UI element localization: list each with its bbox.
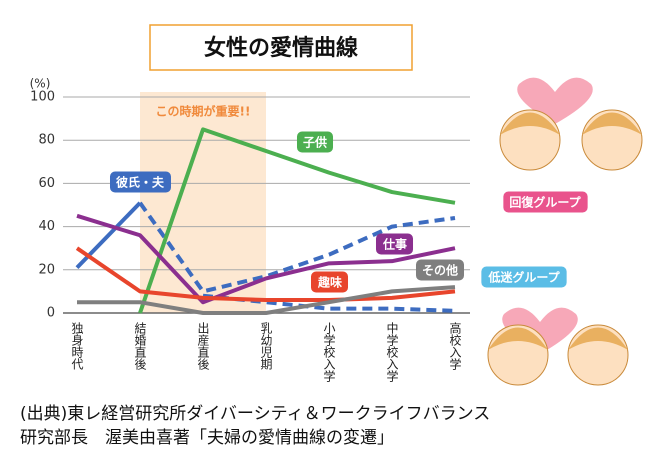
x-tick-label: 独身時代 <box>70 322 84 371</box>
x-tick-label: 高校入学 <box>448 321 462 370</box>
y-tick-label: 100 <box>30 90 55 105</box>
series-label-box <box>310 271 349 293</box>
y-tick-label: 80 <box>38 133 55 148</box>
series-line <box>75 201 142 270</box>
source-note: (出典)東レ経営研究所ダイバーシティ＆ワークライフバランス <box>20 404 490 424</box>
series-label-box <box>375 233 414 255</box>
annotation: この時期が重要!! <box>156 104 251 119</box>
series-label-box <box>296 131 334 153</box>
illustration-happy <box>499 77 643 171</box>
chart-title: 女性の愛情曲線 <box>204 35 358 61</box>
series-label: 趣味 <box>317 275 342 290</box>
y-tick-label: 40 <box>38 219 55 234</box>
series-label: その他 <box>422 263 458 278</box>
series-label: 子供 <box>303 135 327 150</box>
series-line <box>76 213 456 305</box>
x-tick-label: 結婚直後 <box>133 322 147 370</box>
series-label: 彼氏・夫 <box>116 175 165 190</box>
y-unit: (%) <box>30 77 51 91</box>
title-box <box>149 24 413 71</box>
series-label-box <box>109 171 171 193</box>
y-tick-label: 60 <box>38 176 55 191</box>
series-line <box>75 246 456 303</box>
series-line <box>77 285 456 315</box>
x-tick-label: 中学校入学 <box>385 321 399 382</box>
y-tick-label: 0 <box>47 306 55 321</box>
series-label-box <box>481 266 567 288</box>
series-line <box>138 127 456 314</box>
series-line <box>202 293 456 313</box>
series-label: 低迷グループ <box>487 270 560 285</box>
illustration-sad <box>487 307 629 386</box>
x-tick-label: 出産直後 <box>196 322 210 370</box>
series-label: 回復グループ <box>509 195 581 210</box>
y-tick-label: 20 <box>38 262 55 277</box>
x-tick-label: 小学校入学 <box>322 322 336 382</box>
series-label: 仕事 <box>382 237 407 252</box>
series-label-box <box>415 259 465 281</box>
x-tick-label: 乳幼児期 <box>259 322 273 370</box>
series-label-box <box>503 191 588 213</box>
highlight-band <box>140 92 266 313</box>
source-note: 研究部長 渥美由喜著「夫婦の愛情曲線の変遷」 <box>20 428 394 448</box>
